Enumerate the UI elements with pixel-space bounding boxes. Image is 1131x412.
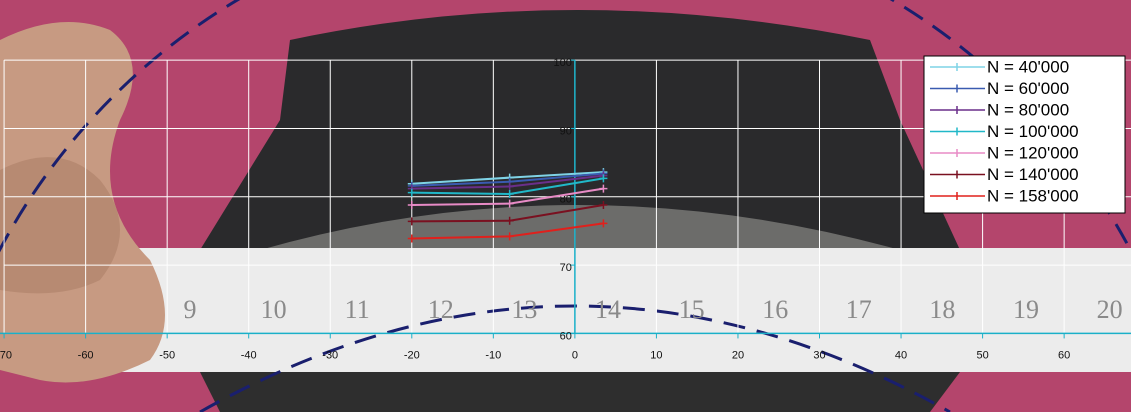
- y-tick-label: 60: [560, 330, 572, 342]
- ruler-label: 9: [184, 295, 197, 324]
- x-tick-label: -30: [322, 349, 338, 361]
- y-tick-label: 70: [560, 262, 572, 274]
- x-tick-label: -70: [0, 349, 12, 361]
- ruler-label: 19: [1013, 295, 1039, 324]
- ruler-label: 11: [345, 295, 370, 324]
- x-tick-label: -50: [159, 349, 175, 361]
- x-tick-label: 60: [1058, 349, 1070, 361]
- specimen-base: [200, 372, 960, 412]
- legend-label: N = 60'000: [987, 79, 1069, 98]
- legend-label: N = 140'000: [987, 165, 1079, 184]
- x-tick-label: -60: [78, 349, 94, 361]
- x-tick-label: -10: [485, 349, 501, 361]
- ruler-label: 17: [846, 295, 872, 324]
- legend-label: N = 40'000: [987, 57, 1069, 76]
- ruler-label: 18: [929, 295, 955, 324]
- chart: 9 10 11 12 13 14 15 16 17 18 19 20 -70 -60 -50 -40 -30 -2…: [0, 0, 1131, 412]
- y-tick-label: 90: [560, 125, 572, 137]
- ruler-label: 10: [261, 295, 287, 324]
- x-tick-label: 10: [650, 349, 662, 361]
- ruler-label: 14: [595, 295, 621, 324]
- ruler-label: 20: [1097, 295, 1123, 324]
- ruler-label: 12: [428, 295, 454, 324]
- x-tick-label: 0: [572, 349, 578, 361]
- x-tick-label: 50: [976, 349, 988, 361]
- x-tick-label: 20: [732, 349, 744, 361]
- y-tick-label: 100: [554, 57, 572, 69]
- x-tick-label: 40: [895, 349, 907, 361]
- x-tick-label: 30: [813, 349, 825, 361]
- legend-label: N = 120'000: [987, 143, 1079, 162]
- legend-label: N = 100'000: [987, 122, 1079, 141]
- legend-label: N = 80'000: [987, 100, 1069, 119]
- ruler-label: 16: [762, 295, 788, 324]
- legend-label: N = 158'000: [987, 186, 1079, 205]
- x-tick-label: -20: [404, 349, 420, 361]
- ruler-label: 15: [679, 295, 705, 324]
- x-tick-label: -40: [241, 349, 257, 361]
- ruler-label: 13: [511, 295, 537, 324]
